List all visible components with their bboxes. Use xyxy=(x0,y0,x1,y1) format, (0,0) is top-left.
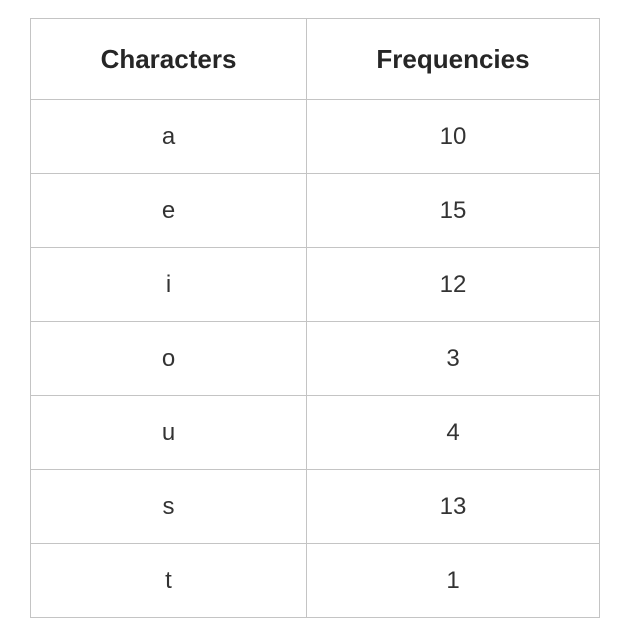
header-row: Characters Frequencies xyxy=(30,18,600,100)
table-row: a 10 xyxy=(30,99,600,174)
frequency-cell: 3 xyxy=(306,321,600,396)
frequency-cell: 13 xyxy=(306,469,600,544)
frequency-cell: 12 xyxy=(306,247,600,322)
header-characters: Characters xyxy=(30,18,307,100)
character-cell: s xyxy=(30,469,307,544)
frequency-cell: 4 xyxy=(306,395,600,470)
table-header: Characters Frequencies xyxy=(30,18,600,100)
table-row: i 12 xyxy=(30,247,600,322)
character-cell: u xyxy=(30,395,307,470)
frequency-cell: 15 xyxy=(306,173,600,248)
table-row: s 13 xyxy=(30,469,600,544)
table-body: a 10 e 15 i 12 o 3 u 4 s 13 t 1 xyxy=(30,99,600,618)
character-cell: e xyxy=(30,173,307,248)
frequency-cell: 1 xyxy=(306,543,600,618)
frequency-cell: 10 xyxy=(306,99,600,174)
header-frequencies: Frequencies xyxy=(306,18,600,100)
frequency-table: Characters Frequencies a 10 e 15 i 12 o … xyxy=(30,18,600,618)
character-cell: t xyxy=(30,543,307,618)
character-cell: i xyxy=(30,247,307,322)
table-row: t 1 xyxy=(30,543,600,618)
table-row: o 3 xyxy=(30,321,600,396)
character-cell: o xyxy=(30,321,307,396)
table-row: u 4 xyxy=(30,395,600,470)
character-cell: a xyxy=(30,99,307,174)
table-row: e 15 xyxy=(30,173,600,248)
